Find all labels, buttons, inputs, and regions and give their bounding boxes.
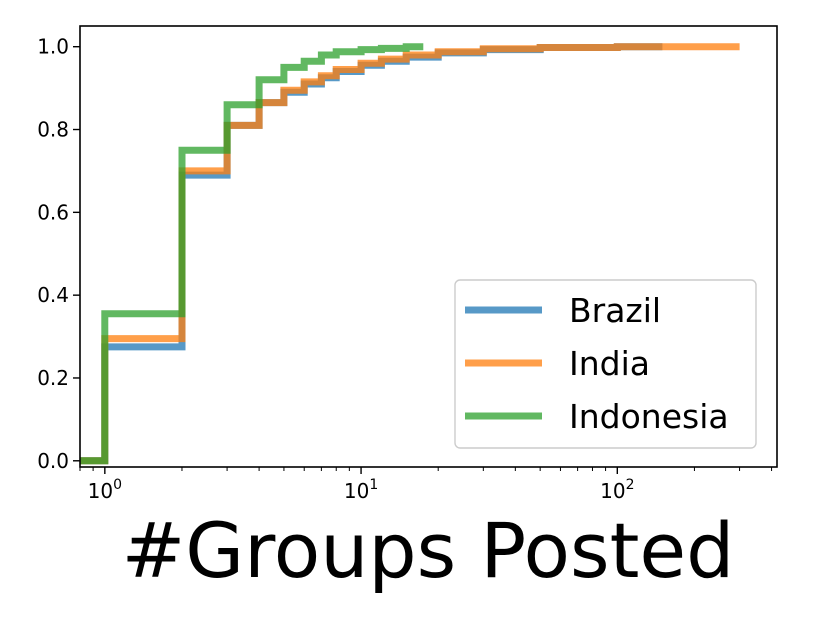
x-axis-label: #Groups Posted [122, 506, 735, 595]
x-tick-label: 100 [88, 477, 122, 503]
y-tick-label: 1.0 [37, 35, 69, 59]
y-tick-label: 0.8 [37, 118, 69, 142]
x-tick-label: 101 [344, 477, 378, 503]
y-tick-label: 0.0 [37, 449, 69, 473]
x-tick-label: 102 [600, 477, 634, 503]
legend-label-india: India [569, 344, 650, 383]
legend-label-brazil: Brazil [569, 291, 661, 330]
y-tick-label: 0.2 [37, 366, 69, 390]
series-line-india [80, 43, 740, 465]
series-line-indonesia [80, 43, 424, 465]
y-tick-label: 0.4 [37, 283, 69, 307]
y-tick-label: 0.6 [37, 200, 69, 224]
legend-box [454, 279, 757, 449]
legend-label-indonesia: Indonesia [569, 397, 729, 436]
plot-frame [79, 25, 778, 468]
